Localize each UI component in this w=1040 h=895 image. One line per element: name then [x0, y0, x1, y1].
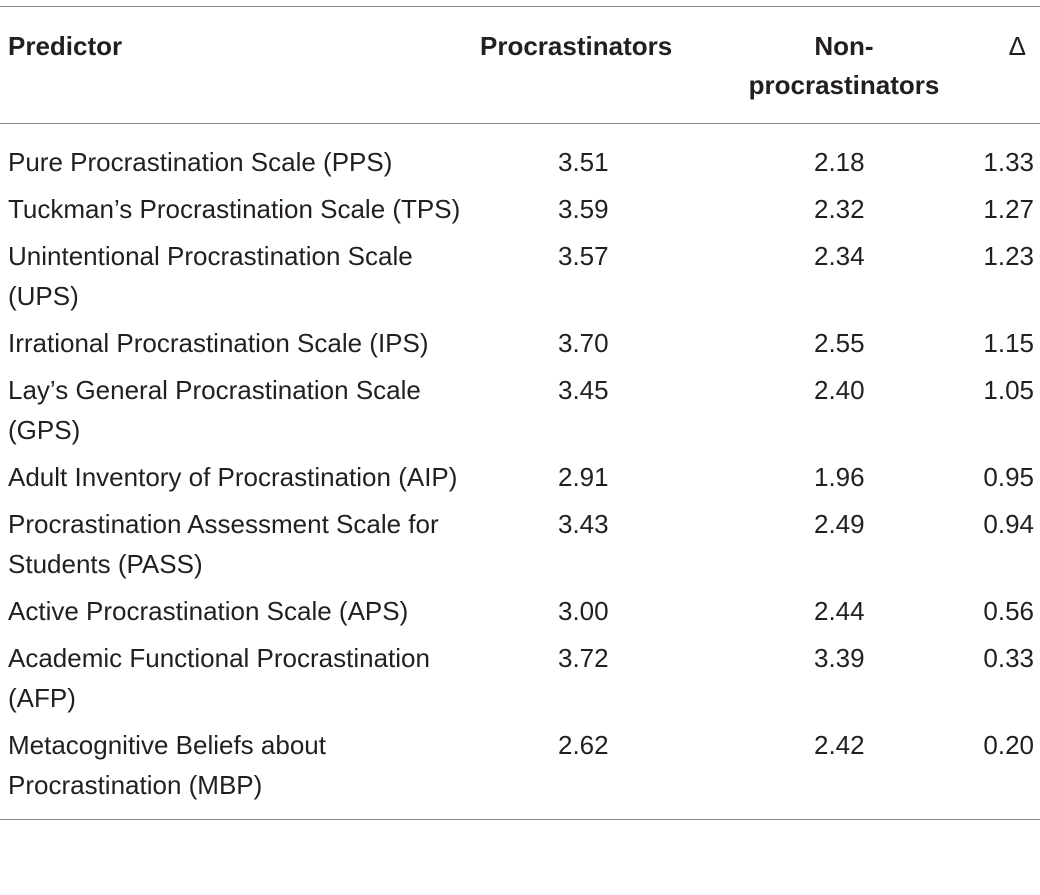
procrastinators-value: 3.70: [558, 328, 609, 358]
results-table-container: Predictor Procrastinators Non-procrastin…: [0, 6, 1040, 820]
delta-value: 1.27: [983, 194, 1034, 224]
procrastinators-value: 3.45: [558, 375, 609, 405]
table-row: Adult Inventory of Procrastination (AIP)…: [0, 457, 1040, 504]
predictor-cell: Active Procrastination Scale (APS): [8, 596, 409, 626]
header-non-procrastinators-text: Non-procrastinators: [748, 31, 940, 100]
procrastinators-value: 3.51: [558, 147, 609, 177]
header-predictor: Predictor: [8, 31, 123, 61]
table-row: Procrastination Assessment Scale for Stu…: [0, 504, 1040, 591]
table-row: Pure Procrastination Scale (PPS) 3.51 2.18…: [0, 124, 1040, 190]
header-procrastinators: Procrastinators: [480, 31, 673, 61]
table-row: Academic Functional Procrastination (AFP…: [0, 638, 1040, 725]
predictor-cell: Lay’s General Procrastination Scale (GPS…: [8, 375, 421, 445]
predictor-cell: Tuckman’s Procrastination Scale (TPS): [8, 194, 461, 224]
delta-value: 1.05: [983, 375, 1034, 405]
non-procrastinators-value: 2.18: [814, 147, 865, 177]
delta-value: 0.95: [983, 462, 1034, 492]
procrastinators-value: 3.57: [558, 241, 609, 271]
procrastinators-value: 2.62: [558, 730, 609, 760]
non-procrastinators-value: 2.49: [814, 509, 865, 539]
procrastinators-value: 3.43: [558, 509, 609, 539]
table-row: Active Procrastination Scale (APS) 3.00 2.…: [0, 591, 1040, 638]
table-row: Unintentional Procrastination Scale (UPS…: [0, 236, 1040, 323]
delta-value: 1.23: [983, 241, 1034, 271]
predictor-cell: Pure Procrastination Scale (PPS): [8, 147, 393, 177]
predictor-cell: Academic Functional Procrastination (AFP…: [8, 643, 430, 713]
table-body: Pure Procrastination Scale (PPS) 3.51 2.18…: [0, 124, 1040, 820]
procrastinators-value: 2.91: [558, 462, 609, 492]
non-procrastinators-value: 2.32: [814, 194, 865, 224]
predictor-comparison-table: Predictor Procrastinators Non-procrastin…: [0, 6, 1040, 820]
delta-value: 1.15: [983, 328, 1034, 358]
table-row: Lay’s General Procrastination Scale (GPS…: [0, 370, 1040, 457]
predictor-cell: Procrastination Assessment Scale for Stu…: [8, 509, 439, 579]
header-row: Predictor Procrastinators Non-procrastin…: [0, 6, 1040, 124]
procrastinators-value: 3.00: [558, 596, 609, 626]
procrastinators-value: 3.59: [558, 194, 609, 224]
table-header: Predictor Procrastinators Non-procrastin…: [0, 6, 1040, 124]
delta-value: 0.56: [983, 596, 1034, 626]
non-procrastinators-value: 2.34: [814, 241, 865, 271]
predictor-cell: Unintentional Procrastination Scale (UPS…: [8, 241, 413, 311]
header-non-procrastinators: Non-procrastinators: [714, 7, 960, 124]
non-procrastinators-value: 2.44: [814, 596, 865, 626]
predictor-cell: Irrational Procrastination Scale (IPS): [8, 328, 429, 358]
non-procrastinators-value: 2.42: [814, 730, 865, 760]
delta-value: 0.94: [983, 509, 1034, 539]
table-row: Metacognitive Beliefs about Procrastinat…: [0, 725, 1040, 820]
predictor-cell: Adult Inventory of Procrastination (AIP): [8, 462, 458, 492]
table-row: Tuckman’s Procrastination Scale (TPS) 3.5…: [0, 189, 1040, 236]
delta-value: 0.33: [983, 643, 1034, 673]
non-procrastinators-value: 1.96: [814, 462, 865, 492]
delta-value: 1.33: [983, 147, 1034, 177]
predictor-cell: Metacognitive Beliefs about Procrastinat…: [8, 730, 326, 800]
delta-value: 0.20: [983, 730, 1034, 760]
non-procrastinators-value: 2.40: [814, 375, 865, 405]
procrastinators-value: 3.72: [558, 643, 609, 673]
non-procrastinators-value: 2.55: [814, 328, 865, 358]
table-row: Irrational Procrastination Scale (IPS) 3.…: [0, 323, 1040, 370]
header-delta: Δ: [1008, 31, 1026, 61]
non-procrastinators-value: 3.39: [814, 643, 865, 673]
